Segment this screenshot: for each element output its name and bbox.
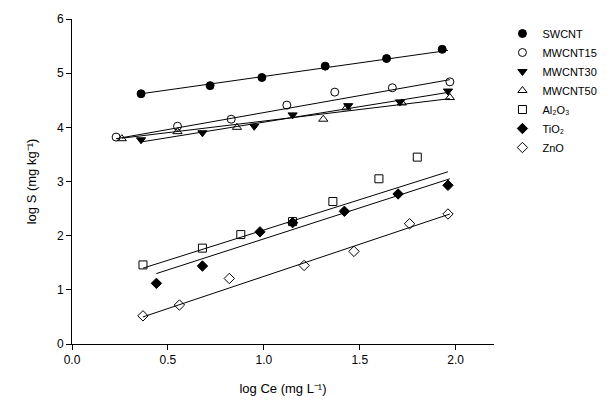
- svg-text:Al₂O₃: Al₂O₃: [542, 104, 569, 116]
- svg-text:3: 3: [57, 175, 64, 189]
- svg-text:MWCNT30: MWCNT30: [542, 66, 596, 78]
- svg-text:1.5: 1.5: [351, 353, 368, 367]
- svg-text:2.0: 2.0: [447, 353, 464, 367]
- svg-text:5: 5: [57, 66, 64, 80]
- svg-text:1.0: 1.0: [255, 353, 272, 367]
- svg-text:4: 4: [57, 121, 64, 135]
- svg-text:MWCNT15: MWCNT15: [542, 47, 596, 59]
- svg-text:MWCNT50: MWCNT50: [542, 85, 596, 97]
- svg-text:0: 0: [57, 337, 64, 351]
- svg-text:0.0: 0.0: [64, 353, 81, 367]
- svg-text:0.5: 0.5: [160, 353, 177, 367]
- svg-text:1: 1: [57, 283, 64, 297]
- svg-text:log Ce (mg L⁻¹): log Ce (mg L⁻¹): [239, 381, 326, 396]
- svg-text:log S (mg kg⁻¹): log S (mg kg⁻¹): [24, 139, 39, 225]
- svg-text:2: 2: [57, 229, 64, 243]
- svg-text:TiO₂: TiO₂: [542, 123, 564, 135]
- svg-text:6: 6: [57, 12, 64, 26]
- svg-text:ZnO: ZnO: [542, 142, 564, 154]
- svg-text:SWCNT: SWCNT: [542, 28, 583, 40]
